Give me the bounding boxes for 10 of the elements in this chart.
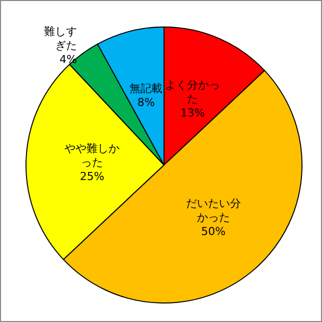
data-label: 13% [180,106,205,120]
data-label: 25% [80,170,104,184]
data-label: 8% [137,96,155,109]
data-label: 50% [201,224,226,238]
slice-label: 無記載 [130,82,163,95]
slice-label: よく分かった [165,78,220,106]
data-label: 4% [60,52,78,66]
slice-label: だいたい分かった [186,196,241,224]
slice-label: やや難しかった [64,142,120,170]
slice-label: 難しすぎた [44,24,78,52]
